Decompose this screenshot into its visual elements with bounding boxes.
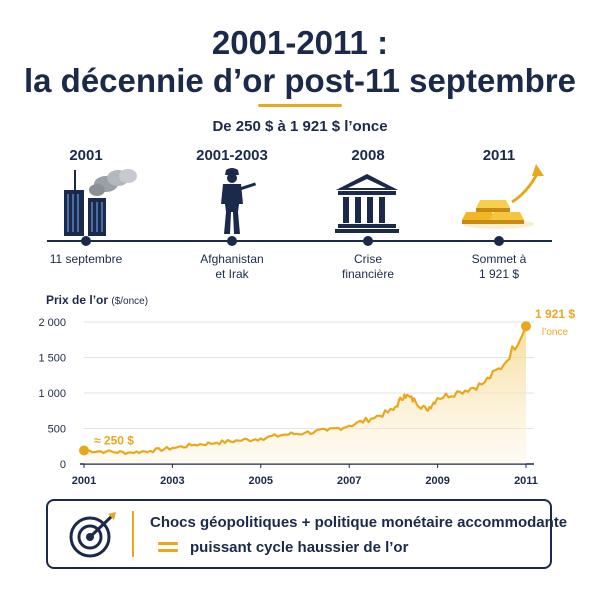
end-point [521,321,531,332]
page-subtitle: De 250 $ à 1 921 $ l’once [212,118,388,135]
y-tick-label: 2 000 [38,317,66,329]
x-tick-label: 2011 [514,475,538,487]
x-tick-label: 2001 [72,475,96,487]
timeline-dot-2 [227,236,237,246]
timeline-label-3: Crise financière [341,252,395,281]
gold-price-chart: Prix de l’or ($/once) 0 500 1 000 1 500 2 000… [38,293,575,487]
x-tick-label: 2009 [425,475,449,487]
soldier-icon [221,168,257,234]
page-title-line2: la décennie d’or post-11 septembre [23,62,576,99]
timeline-dot-3 [363,236,373,246]
x-tick-label: 2003 [160,475,184,487]
chart-title: Prix de l’or ($/once) [46,293,148,307]
equals-icon [158,542,178,554]
summary-divider [132,511,134,557]
start-point [79,445,89,456]
timeline-label-1: 11 septembre [49,252,123,266]
timeline-dot-4 [494,236,504,246]
page-title-line1: 2001-2011 : [211,24,389,61]
summary-line2: puissant cycle haussier de l’or [190,539,409,556]
timeline-label-2: Afghanistan et Irak [200,252,264,281]
start-annotation: ≈ 250 $ [94,434,134,448]
timeline-year-1: 2001 [69,147,103,164]
twin-towers-icon [64,169,137,236]
series-area [84,326,526,464]
timeline-dot-1 [81,236,91,246]
summary-box: Chocs géopolitiques + politique monétair… [46,499,567,569]
timeline-year-4: 2011 [482,147,516,164]
timeline-axis [47,240,552,242]
timeline-year-3: 2008 [351,147,385,164]
title-underline [258,104,342,107]
gold-bars-icon [462,164,544,229]
y-tick-label: 0 [60,459,66,471]
y-tick-label: 500 [48,424,66,436]
x-tick-label: 2007 [337,475,361,487]
y-tick-label: 1 500 [38,353,66,365]
series-line [83,325,528,456]
timeline-year-2: 2001-2003 [196,147,268,164]
summary-line1: Chocs géopolitiques + politique monétair… [150,514,568,531]
x-tick-label: 2005 [249,475,273,487]
target-icon [69,512,116,558]
end-annotation-unit: l’once [542,327,569,338]
y-tick-label: 1 000 [38,388,66,400]
bank-icon [335,174,399,233]
end-annotation-value: 1 921 $ [535,307,575,321]
